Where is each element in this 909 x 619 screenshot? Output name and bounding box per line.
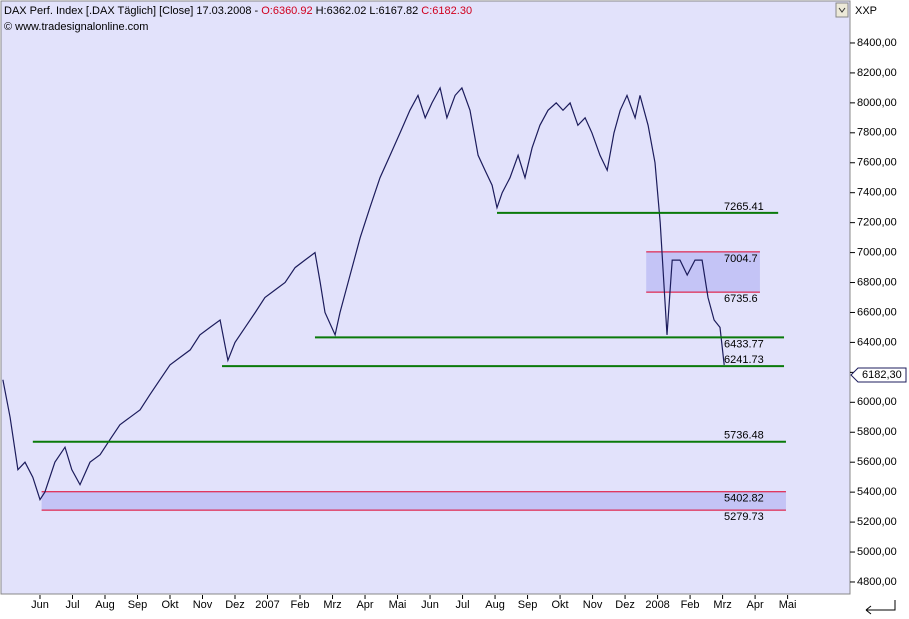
zone-label: 5279.73 xyxy=(724,511,764,523)
y-tick-label: 5800,00 xyxy=(857,426,897,438)
y-tick-label: 6400,00 xyxy=(857,336,897,348)
x-tick-label: Nov xyxy=(193,599,213,611)
x-tick-label: Mai xyxy=(389,599,407,611)
y-tick-label: 8200,00 xyxy=(857,67,897,79)
x-tick-label: Apr xyxy=(356,599,373,611)
x-tick-label: Jul xyxy=(65,599,79,611)
y-tick-label: 7800,00 xyxy=(857,127,897,139)
x-tick-label: 2008 xyxy=(645,599,669,611)
x-tick-label: Okt xyxy=(161,599,178,611)
header-open: O:6360.92 xyxy=(261,5,312,17)
header-close: C:6182.30 xyxy=(421,5,472,17)
level-label: 6241.73 xyxy=(724,354,764,366)
level-label: 7265.41 xyxy=(724,201,764,213)
copyright: © www.tradesignalonline.com xyxy=(4,21,148,33)
y-tick-label: 7000,00 xyxy=(857,246,897,258)
y-tick-label: 6600,00 xyxy=(857,306,897,318)
x-tick-label: Aug xyxy=(95,599,115,611)
y-tick-label: 8000,00 xyxy=(857,97,897,109)
x-tick-label: Aug xyxy=(485,599,505,611)
header-low: L:6167.82 xyxy=(369,5,418,17)
x-tick-label: Mrz xyxy=(713,599,731,611)
zone-label: 7004.7 xyxy=(724,253,758,265)
x-tick-label: Okt xyxy=(551,599,568,611)
x-tick-label: Jun xyxy=(421,599,439,611)
x-tick-label: Mai xyxy=(779,599,797,611)
y-tick-label: 6000,00 xyxy=(857,396,897,408)
x-tick-label: Dez xyxy=(615,599,635,611)
scroll-reset[interactable] xyxy=(865,600,896,615)
scroll-arrow xyxy=(838,7,846,13)
level-label: 5736.48 xyxy=(724,430,764,442)
y-tick-label: 7200,00 xyxy=(857,217,897,229)
scale-label: XXP xyxy=(855,5,877,17)
y-tick-label: 8400,00 xyxy=(857,37,897,49)
x-tick-label: Apr xyxy=(747,599,764,611)
marks xyxy=(2,86,786,511)
header-high: H:6362.02 xyxy=(316,5,367,17)
x-tick-label: Jun xyxy=(31,599,49,611)
scroll-button[interactable] xyxy=(835,2,849,18)
last-price-label: 6182,30 xyxy=(862,369,902,381)
x-tick-label: Feb xyxy=(681,599,700,611)
zone-label: 6735.6 xyxy=(724,293,758,305)
zone xyxy=(41,491,786,511)
y-tick-label: 6800,00 xyxy=(857,276,897,288)
y-tick-label: 7600,00 xyxy=(857,157,897,169)
x-tick-label: Mrz xyxy=(323,599,341,611)
y-tick-label: 5400,00 xyxy=(857,486,897,498)
level-label: 6433.77 xyxy=(724,338,764,350)
x-tick-label: Feb xyxy=(291,599,310,611)
y-tick-label: 5000,00 xyxy=(857,546,897,558)
last-price-tag xyxy=(850,367,907,383)
y-tick-label: 5200,00 xyxy=(857,516,897,528)
x-tick-label: Jul xyxy=(456,599,470,611)
zone xyxy=(646,251,760,293)
y-tick-label: 5600,00 xyxy=(857,456,897,468)
x-tick-label: 2007 xyxy=(255,599,279,611)
x-tick-label: Dez xyxy=(225,599,245,611)
header: DAX Perf. Index [.DAX Täglich] [Close] 1… xyxy=(4,5,472,17)
y-tick-label: 7400,00 xyxy=(857,187,897,199)
price-line xyxy=(2,86,725,501)
x-tick-label: Nov xyxy=(583,599,603,611)
header-name: DAX Perf. Index [.DAX Täglich] [Close] 1… xyxy=(4,5,261,17)
zone-label: 5402.82 xyxy=(724,493,764,505)
y-tick-label: 4800,00 xyxy=(857,576,897,588)
x-tick-label: Sep xyxy=(518,599,538,611)
x-tick-label: Sep xyxy=(128,599,148,611)
